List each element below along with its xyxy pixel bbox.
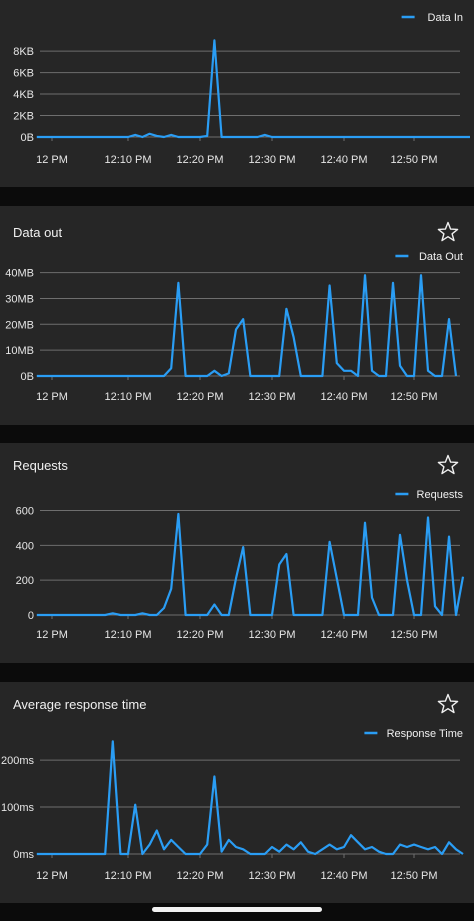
data-out-x-tick-label: 12:10 PM — [104, 391, 151, 403]
response-time-x-tick-label: 12:20 PM — [176, 870, 223, 882]
data-out-legend-label: Data Out — [419, 251, 463, 263]
data-out-x-tick-label: 12:40 PM — [320, 391, 367, 403]
data-out-y-tick-label: 20MB — [5, 319, 34, 331]
response-time-plot: 0ms 100ms 200ms 12 PM 12:10 PM 12:20 PM 12:30 … — [1, 728, 464, 882]
star-outline-icon[interactable] — [436, 692, 460, 716]
data-out-x-tick-label: 12:50 PM — [390, 391, 437, 403]
requests-x-tick-label: 12:50 PM — [390, 629, 437, 641]
data-in-x-tick-label: 12:10 PM — [104, 154, 151, 166]
data-in-plot: 0B 2KB 4KB 6KB 8KB 12 PM 12:10 PM 12:20 PM 12:30… — [13, 12, 470, 166]
data-out-x-tick-label: 12:20 PM — [176, 391, 223, 403]
data-out-y-tick-label: 30MB — [5, 293, 34, 305]
data-out-y-tick-label: 10MB — [5, 345, 34, 357]
data-in-y-tick-label: 6KB — [13, 68, 34, 80]
response-time-x-tick-label: 12:10 PM — [104, 870, 151, 882]
data-in-series-line — [36, 39, 470, 139]
requests-chart-card: Requests 0 200 400 600 12 PM 12:10 PM 12:20 PM 1… — [0, 443, 474, 663]
response-time-x-tick-label: 12:50 PM — [390, 870, 437, 882]
response-time-x-tick-label: 12:40 PM — [320, 870, 367, 882]
data-out-y-tick-label: 0B — [21, 371, 34, 383]
data-out-title: Data out — [13, 225, 63, 240]
requests-x-tick-label: 12:20 PM — [176, 629, 223, 641]
data-out-y-tick-label: 40MB — [5, 268, 34, 280]
data-in-x-tick-label: 12:50 PM — [390, 154, 437, 166]
data-in-chart-card: 0B 2KB 4KB 6KB 8KB 12 PM 12:10 PM 12:20 PM 12:30… — [0, 0, 474, 187]
data-in-x-tick-label: 12 PM — [36, 154, 68, 166]
requests-legend-label: Requests — [417, 489, 464, 501]
response-time-x-tick-label: 12 PM — [36, 870, 68, 882]
data-in-legend-label: Data In — [428, 12, 463, 24]
data-in-y-tick-label: 0B — [21, 132, 34, 144]
data-out-plot: 0B 10MB 20MB 30MB 40MB 12 PM 12:10 PM 12:20 PM 1… — [5, 251, 463, 403]
data-in-y-tick-label: 4KB — [13, 89, 34, 101]
requests-x-tick-label: 12:30 PM — [248, 629, 295, 641]
requests-y-tick-label: 600 — [16, 505, 34, 517]
data-in-x-tick-label: 12:20 PM — [176, 154, 223, 166]
data-out-series-line — [36, 274, 458, 378]
response-time-legend-label: Response Time — [387, 728, 463, 740]
home-indicator[interactable] — [152, 907, 322, 912]
requests-x-tick-label: 12:40 PM — [320, 629, 367, 641]
star-outline-icon[interactable] — [436, 220, 460, 244]
response-time-y-tick-label: 0ms — [13, 849, 34, 861]
requests-y-tick-label: 400 — [16, 540, 34, 552]
requests-series-line — [36, 512, 465, 617]
data-in-x-tick-label: 12:40 PM — [320, 154, 367, 166]
data-out-x-tick-label: 12:30 PM — [248, 391, 295, 403]
star-outline-icon[interactable] — [436, 453, 460, 477]
requests-y-tick-label: 0 — [28, 610, 34, 622]
requests-y-tick-label: 200 — [16, 575, 34, 587]
data-in-x-tick-label: 12:30 PM — [248, 154, 295, 166]
response-time-title: Average response time — [13, 697, 147, 712]
data-out-chart-card: Data out 0B 10MB 20MB 30MB 40MB 12 PM 12:10 PM 1… — [0, 206, 474, 425]
requests-title: Requests — [13, 458, 68, 473]
response-time-series-line — [36, 740, 464, 856]
response-time-y-tick-label: 200ms — [1, 755, 35, 767]
data-in-y-tick-label: 2KB — [13, 111, 34, 123]
data-in-y-tick-label: 8KB — [13, 46, 34, 58]
requests-plot: 0 200 400 600 12 PM 12:10 PM 12:20 PM 12:30 PM 1… — [16, 489, 465, 641]
requests-x-tick-label: 12:10 PM — [104, 629, 151, 641]
response-time-chart-card: Average response time 0ms 100ms 200ms 12 PM 1… — [0, 682, 474, 903]
response-time-y-tick-label: 100ms — [1, 802, 35, 814]
requests-x-tick-label: 12 PM — [36, 629, 68, 641]
data-out-x-tick-label: 12 PM — [36, 391, 68, 403]
response-time-x-tick-label: 12:30 PM — [248, 870, 295, 882]
